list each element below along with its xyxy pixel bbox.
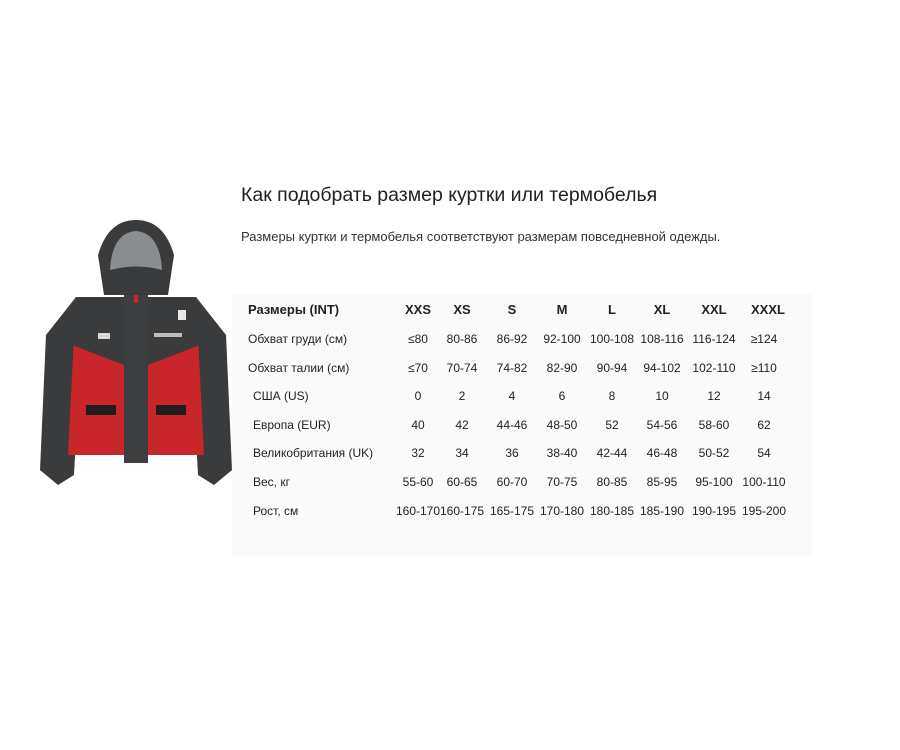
table-cell: 165-175 <box>489 504 535 518</box>
table-cell: 116-124 <box>692 332 736 346</box>
size-header: M <box>556 302 568 317</box>
table-cell: 10 <box>655 389 669 403</box>
table-cell: 54-56 <box>646 418 678 432</box>
table-cell: 4 <box>508 389 516 403</box>
row-label: США (US) <box>253 389 309 403</box>
table-cell: 50-52 <box>698 446 730 460</box>
table-cell: 2 <box>458 389 466 403</box>
size-table: Размеры (INT) XXS XS S M L XL XXL XXXL О… <box>232 294 812 556</box>
table-cell: 82-90 <box>546 361 578 375</box>
size-header: XXXL <box>751 302 785 317</box>
table-cell: 160-175 <box>439 504 485 518</box>
table-cell: 0 <box>414 389 422 403</box>
table-row: Европа (EUR) 40 42 44-46 48-50 52 54-56 58-60 62 <box>232 411 812 439</box>
header-label: Размеры (INT) <box>248 302 340 317</box>
table-cell: 12 <box>707 389 721 403</box>
row-label: Европа (EUR) <box>253 418 331 432</box>
table-cell: 44-46 <box>496 418 528 432</box>
table-cell: 90-94 <box>596 361 628 375</box>
table-header-row: Размеры (INT) XXS XS S M L XL XXL XXXL <box>232 296 812 324</box>
table-cell: 80-86 <box>446 332 478 346</box>
table-cell: 52 <box>605 418 619 432</box>
size-header: XXS <box>404 302 431 317</box>
jacket-image <box>40 220 232 485</box>
size-header: XXL <box>701 302 727 317</box>
table-cell: 170-180 <box>539 504 585 518</box>
table-cell: 108-116 <box>640 332 684 346</box>
table-cell: 55-60 <box>402 475 434 489</box>
size-header: XS <box>453 302 471 317</box>
table-cell: 100-108 <box>589 332 635 346</box>
table-cell: 6 <box>558 389 566 403</box>
table-row: США (US) 0 2 4 6 8 10 12 14 <box>232 382 812 410</box>
table-row: Вес, кг 55-60 60-65 60-70 70-75 80-85 85-95 95-… <box>232 468 812 496</box>
table-cell: 46-48 <box>646 446 678 460</box>
table-cell: 180-185 <box>589 504 635 518</box>
table-cell: 62 <box>757 418 771 432</box>
table-cell: 190-195 <box>691 504 737 518</box>
table-cell: 102-110 <box>692 361 736 375</box>
size-header: XL <box>653 302 671 317</box>
table-cell: 32 <box>411 446 425 460</box>
table-cell: ≤70 <box>408 361 428 375</box>
table-cell: 42 <box>455 418 469 432</box>
table-cell: 74-82 <box>496 361 528 375</box>
table-cell: 95-100 <box>695 475 733 489</box>
row-label: Великобритания (UK) <box>253 446 374 460</box>
table-cell: 36 <box>505 446 519 460</box>
page-title: Как подобрать размер куртки или термобел… <box>241 184 658 206</box>
table-cell: 195-200 <box>741 504 787 518</box>
table-cell: 40 <box>411 418 425 432</box>
table-row: Обхват талии (см) ≤70 70-74 74-82 82-90 90-94… <box>232 354 812 382</box>
table-cell: 70-75 <box>546 475 578 489</box>
table-row: Рост, см 160-170 160-175 165-175 170-180 180-… <box>232 497 812 525</box>
table-cell: ≥124 <box>750 332 778 346</box>
table-cell: 48-50 <box>546 418 578 432</box>
table-cell: ≤80 <box>408 332 428 346</box>
size-header: S <box>507 302 517 317</box>
table-cell: 92-100 <box>543 332 581 346</box>
table-cell: 80-85 <box>596 475 628 489</box>
table-cell: 42-44 <box>596 446 628 460</box>
table-cell: 60-65 <box>446 475 478 489</box>
table-cell: 185-190 <box>639 504 685 518</box>
table-cell: 60-70 <box>496 475 528 489</box>
row-label: Рост, см <box>253 504 299 518</box>
table-row: Обхват груди (см) ≤80 80-86 86-92 92-100 100-… <box>232 325 812 353</box>
table-cell: 54 <box>757 446 771 460</box>
row-label: Вес, кг <box>253 475 290 489</box>
table-cell: 85-95 <box>646 475 678 489</box>
size-header: L <box>608 302 616 317</box>
table-cell: 100-110 <box>742 475 786 489</box>
table-cell: 14 <box>757 389 771 403</box>
table-cell: 86-92 <box>496 332 528 346</box>
table-cell: 34 <box>455 446 469 460</box>
table-cell: 94-102 <box>643 361 681 375</box>
row-label: Обхват талии (см) <box>248 361 350 375</box>
table-cell: 70-74 <box>446 361 478 375</box>
table-row: Великобритания (UK) 32 34 36 38-40 42-44 46-48… <box>232 439 812 467</box>
page-subtitle: Размеры куртки и термобелья соответствую… <box>241 229 721 244</box>
table-cell: 38-40 <box>546 446 578 460</box>
table-cell: 8 <box>608 389 616 403</box>
table-cell: 58-60 <box>698 418 730 432</box>
row-label: Обхват груди (см) <box>248 332 348 346</box>
table-cell: ≥110 <box>751 361 777 375</box>
table-cell: 160-170 <box>395 504 441 518</box>
